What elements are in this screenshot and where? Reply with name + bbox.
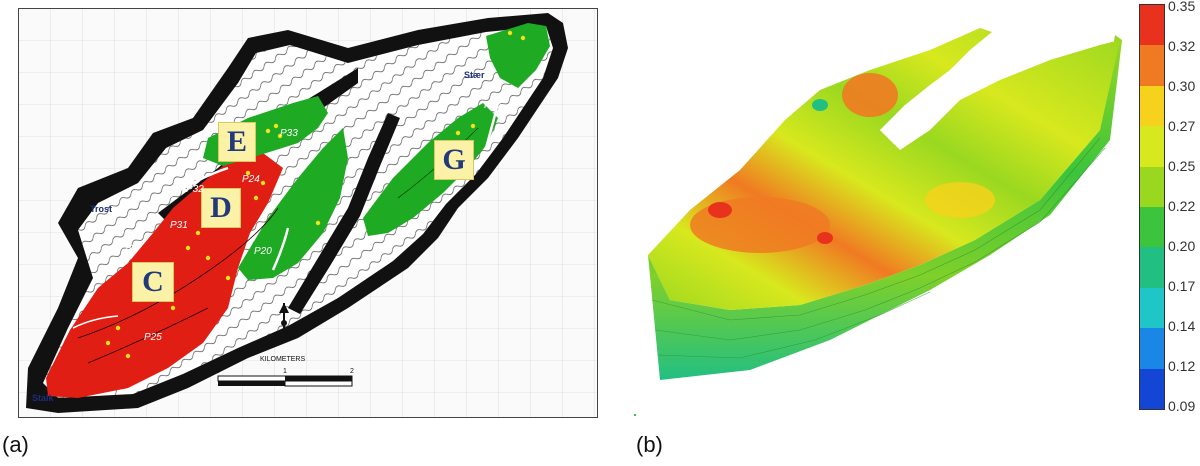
well-label-p31: P31 (170, 220, 188, 231)
colorbar-tick-3: 0.27 (1168, 118, 1196, 134)
colorbar-tick-8: 0.14 (1168, 318, 1196, 334)
colorbar-tick-0: 0.35 (1168, 0, 1196, 14)
well-label-p32: P32 (186, 184, 204, 195)
colorbar-tick-10: 0.09 (1168, 398, 1196, 414)
segment-g-green (363, 103, 498, 236)
panel-label-b: (b) (636, 432, 663, 457)
place-name-trost: Trost (90, 204, 113, 214)
panel-b-3d-model (630, 10, 1130, 420)
colorbar-seg-1 (1140, 45, 1164, 86)
well-label-p33: P33 (280, 128, 298, 139)
colorbar-tick-5: 0.22 (1168, 198, 1196, 214)
colorbar-seg-9 (1140, 368, 1164, 409)
well-label-p24: P24 (242, 174, 260, 185)
segment-d-south-green (238, 128, 348, 280)
scale-tick-1: 1 (283, 368, 287, 375)
colorbar-seg-8 (1140, 328, 1164, 369)
porosity-colorbar (1139, 4, 1165, 410)
segment-label-d: D (201, 188, 241, 228)
colorbar-seg-4 (1140, 166, 1164, 207)
scale-tick-2: 2 (350, 368, 354, 375)
colorbar-tick-4: 0.25 (1168, 158, 1196, 174)
place-name-stalk: Stalk (32, 393, 54, 403)
colorbar-seg-3 (1140, 126, 1164, 167)
colorbar-seg-2 (1140, 85, 1164, 127)
segment-label-g: G (434, 140, 474, 180)
colorbar-tick-7: 0.17 (1168, 278, 1196, 294)
well-label-p20: P20 (254, 246, 272, 257)
model-sparse-marker (634, 414, 636, 416)
north-arrow-icon (279, 303, 289, 339)
segment-north-green (486, 23, 550, 88)
colorbar-tick-2: 0.30 (1168, 78, 1196, 94)
porosity-model-svg (648, 28, 1122, 380)
colorbar-tick-9: 0.12 (1168, 358, 1196, 374)
segment-label-e: E (218, 122, 256, 162)
colorbar-tick-1: 0.32 (1168, 38, 1196, 54)
panel-a-map: Trost Stær Stalk E D C G P33 P32 P24 P31… (18, 8, 598, 418)
scale-title: KILOMETERS (260, 356, 306, 363)
segment-label-c: C (132, 262, 174, 302)
well-label-p36: P36 (484, 100, 502, 111)
place-name-staer: Stær (464, 70, 485, 80)
scale-tick-0: 0 (216, 368, 220, 375)
panel-label-a: (a) (2, 432, 29, 457)
well-label-p25: P25 (144, 332, 162, 343)
colorbar-tick-6: 0.20 (1168, 238, 1196, 254)
model-side-wall (648, 35, 1122, 380)
colorbar-seg-7 (1140, 287, 1164, 329)
model-top-surface (648, 28, 1120, 310)
scale-bar (217, 375, 353, 387)
colorbar-seg-6 (1140, 247, 1164, 288)
colorbar-seg-5 (1140, 206, 1164, 248)
well-label-p28: P28 (116, 244, 134, 255)
colorbar-seg-0 (1140, 5, 1164, 46)
